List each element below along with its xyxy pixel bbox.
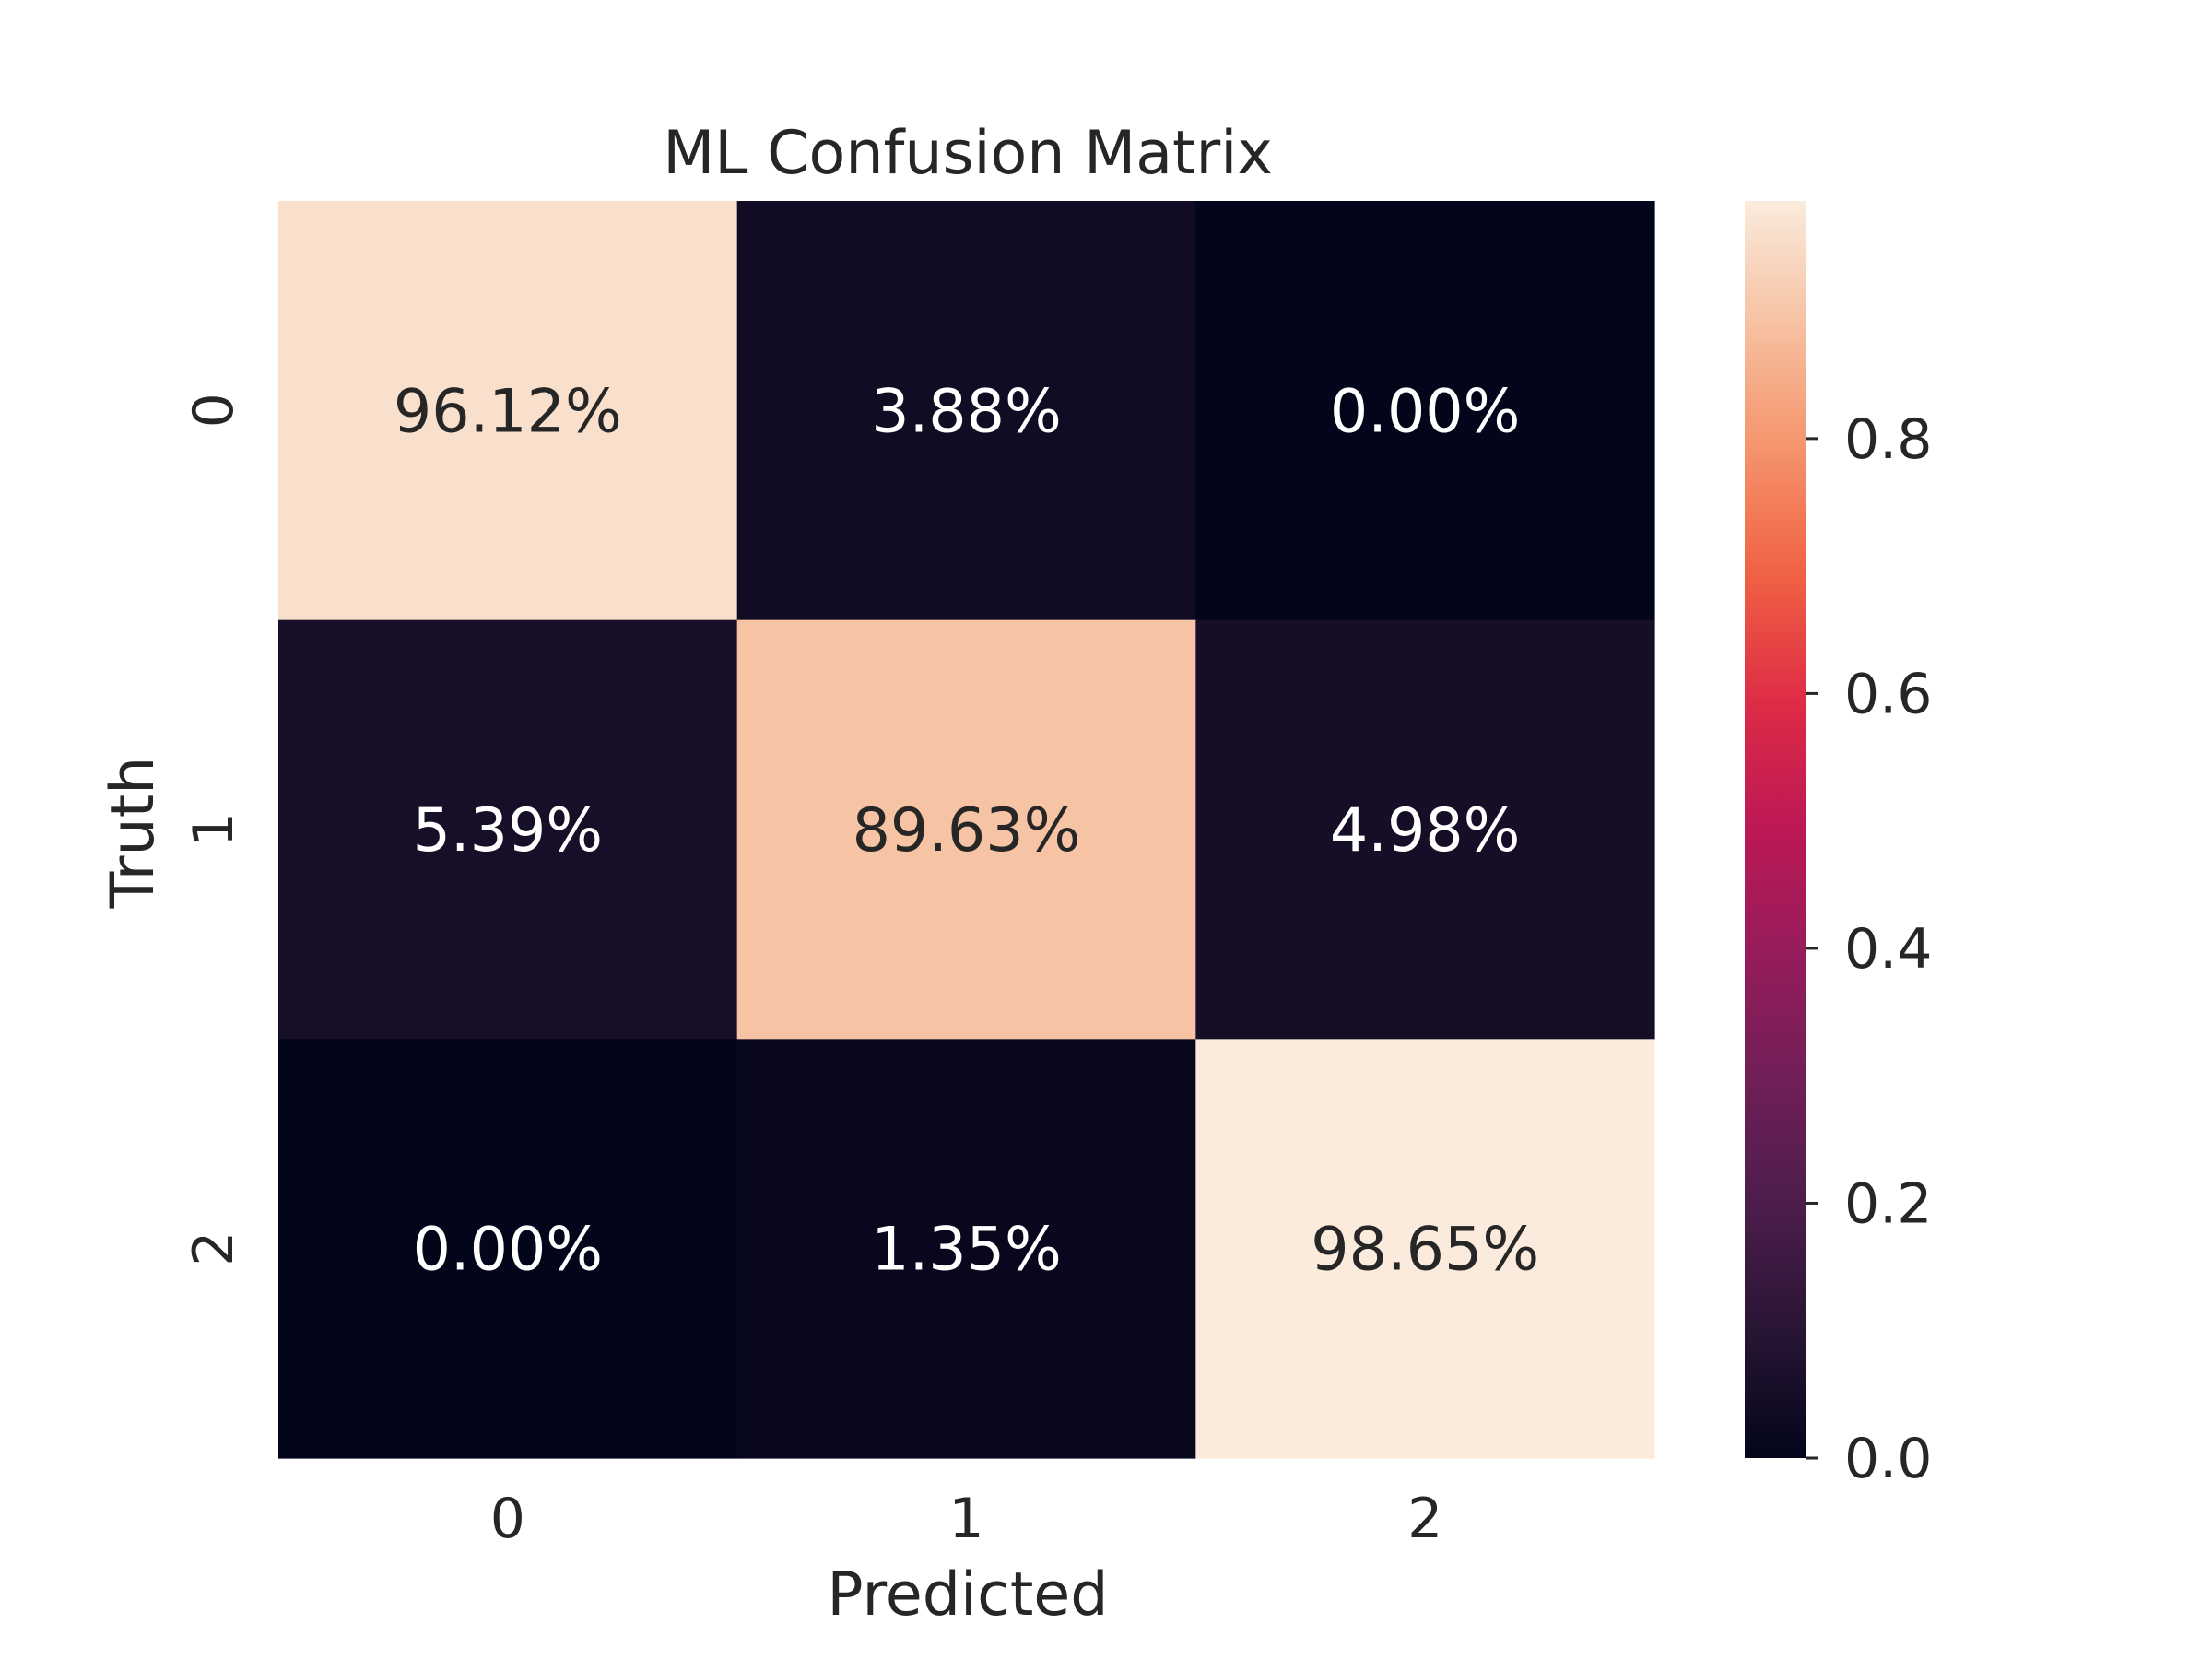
heatmap-cell-labels: 96.12% 3.88% 0.00% 5.39% 89.63% 4.98% 0.00% 1.3… (394, 377, 1539, 1284)
cell-annotation-0-0: 96.12% (394, 377, 622, 446)
heatmap-cell-0-2 (1195, 201, 1655, 621)
y-tick-label: 1 (182, 812, 246, 847)
cell-annotation-0-2: 0.00% (1330, 377, 1521, 446)
heatmap-cell-2-2 (1195, 1039, 1655, 1459)
cell-annotation-1-0: 5.39% (413, 796, 604, 865)
cell-annotation-1-1: 89.63% (853, 796, 1081, 865)
cell-annotation-2-2: 98.65% (1311, 1216, 1539, 1285)
heatmap-cell-2-1 (736, 1039, 1196, 1459)
heatmap-cell-1-0 (278, 619, 738, 1040)
y-tick-label: 0 (182, 393, 246, 428)
heatmap-cell-0-1 (736, 201, 1196, 621)
x-tick-label: 0 (490, 1487, 525, 1551)
cell-annotation-2-0: 0.00% (413, 1216, 604, 1285)
colorbar (1745, 201, 1806, 1458)
colorbar-tick-label: 0.8 (1844, 407, 1932, 472)
colorbar-tick-label: 0.0 (1844, 1427, 1932, 1491)
y-axis-ticks: 0 1 2 (182, 393, 246, 1266)
y-axis-label: Truth (99, 757, 168, 910)
heatmap-cell-1-2 (1195, 619, 1655, 1040)
y-tick-label: 2 (182, 1231, 246, 1266)
x-axis-label: Predicted (827, 1560, 1108, 1630)
cell-annotation-2-1: 1.35% (871, 1216, 1062, 1285)
chart-title: ML Confusion Matrix (663, 119, 1273, 188)
cell-annotation-1-2: 4.98% (1330, 796, 1521, 865)
colorbar-tick-label: 0.6 (1844, 662, 1932, 726)
x-tick-label: 2 (1407, 1487, 1442, 1551)
colorbar-tick-label: 0.2 (1844, 1171, 1932, 1236)
heatmap-cells (278, 201, 1655, 1459)
heatmap-cell-0-0 (278, 201, 738, 621)
heatmap-cell-1-1 (736, 619, 1196, 1040)
x-tick-label: 1 (948, 1487, 983, 1551)
colorbar-ticks: 0.0 0.2 0.4 0.6 0.8 (1806, 407, 1932, 1491)
colorbar-tick-label: 0.4 (1844, 917, 1932, 982)
x-axis-ticks: 0 1 2 (490, 1487, 1443, 1551)
cell-annotation-0-1: 3.88% (871, 377, 1062, 446)
heatmap-cell-2-0 (278, 1039, 738, 1459)
